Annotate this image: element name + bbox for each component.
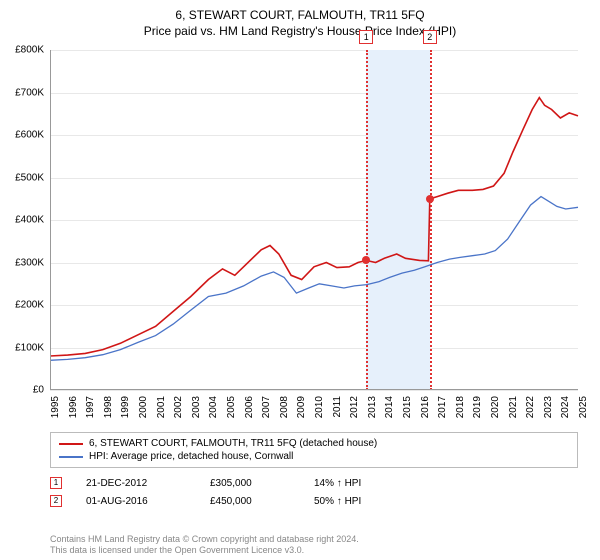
x-axis: 1995 1996 1997 1998 1999 2000 2001 2002 2003 2004… bbox=[50, 392, 578, 432]
x-tick-label: 1996 bbox=[68, 396, 79, 418]
y-tick-label: £100K bbox=[15, 342, 44, 353]
legend: 6, STEWART COURT, FALMOUTH, TR11 5FQ (de… bbox=[50, 432, 578, 468]
x-tick-label: 2014 bbox=[384, 396, 395, 418]
legend-label: 6, STEWART COURT, FALMOUTH, TR11 5FQ (de… bbox=[89, 438, 377, 449]
x-tick-label: 2016 bbox=[420, 396, 431, 418]
x-tick-label: 2025 bbox=[578, 396, 589, 418]
x-tick-label: 1995 bbox=[50, 396, 61, 418]
legend-item: 6, STEWART COURT, FALMOUTH, TR11 5FQ (de… bbox=[59, 437, 569, 450]
property-line bbox=[50, 98, 578, 356]
x-tick-label: 1999 bbox=[120, 396, 131, 418]
x-tick-label: 2005 bbox=[226, 396, 237, 418]
x-tick-label: 2011 bbox=[332, 396, 343, 418]
footnote-line: This data is licensed under the Open Gov… bbox=[50, 545, 578, 556]
y-tick-label: £600K bbox=[15, 130, 44, 141]
x-tick-label: 2001 bbox=[156, 396, 167, 418]
sale-date: 01-AUG-2016 bbox=[86, 496, 186, 507]
x-tick-label: 2022 bbox=[525, 396, 536, 418]
x-tick-label: 2007 bbox=[261, 396, 272, 418]
sale-marker: 1 bbox=[50, 477, 62, 489]
x-tick-label: 2021 bbox=[508, 396, 519, 418]
sale-point-dot bbox=[426, 195, 434, 203]
sale-delta: 50% ↑ HPI bbox=[314, 496, 404, 507]
sale-price: £450,000 bbox=[210, 496, 290, 507]
x-tick-label: 2000 bbox=[138, 396, 149, 418]
x-tick-label: 2012 bbox=[349, 396, 360, 418]
y-tick-label: £300K bbox=[15, 257, 44, 268]
sale-row: 1 21-DEC-2012 £305,000 14% ↑ HPI bbox=[50, 474, 578, 492]
y-tick-label: £400K bbox=[15, 215, 44, 226]
x-tick-label: 2004 bbox=[208, 396, 219, 418]
legend-swatch bbox=[59, 456, 83, 458]
x-tick-label: 2002 bbox=[173, 396, 184, 418]
x-tick-label: 2009 bbox=[296, 396, 307, 418]
sale-marker: 2 bbox=[50, 495, 62, 507]
x-tick-label: 2015 bbox=[402, 396, 413, 418]
sale-point-dot bbox=[362, 256, 370, 264]
footnote: Contains HM Land Registry data © Crown c… bbox=[50, 534, 578, 557]
legend-swatch bbox=[59, 443, 83, 445]
x-tick-label: 2017 bbox=[437, 396, 448, 418]
x-tick-label: 1998 bbox=[103, 396, 114, 418]
y-tick-label: £0 bbox=[33, 385, 44, 396]
sale-marker-label: 1 bbox=[359, 30, 373, 44]
legend-item: HPI: Average price, detached house, Corn… bbox=[59, 450, 569, 463]
hpi-line bbox=[50, 197, 578, 361]
x-tick-label: 2003 bbox=[191, 396, 202, 418]
x-tick-label: 2008 bbox=[279, 396, 290, 418]
gridline bbox=[50, 390, 578, 391]
y-tick-label: £500K bbox=[15, 172, 44, 183]
sale-delta: 14% ↑ HPI bbox=[314, 478, 404, 489]
x-tick-label: 2006 bbox=[244, 396, 255, 418]
chart-title: 6, STEWART COURT, FALMOUTH, TR11 5FQ bbox=[0, 0, 600, 22]
x-tick-label: 2018 bbox=[455, 396, 466, 418]
y-tick-label: £800K bbox=[15, 45, 44, 56]
footnote-line: Contains HM Land Registry data © Crown c… bbox=[50, 534, 578, 545]
sale-date: 21-DEC-2012 bbox=[86, 478, 186, 489]
y-axis: £0£100K£200K£300K£400K£500K£600K£700K£80… bbox=[0, 50, 48, 390]
x-tick-label: 2013 bbox=[367, 396, 378, 418]
sales-table: 1 21-DEC-2012 £305,000 14% ↑ HPI 2 01-AUG-201… bbox=[50, 474, 578, 510]
plot-area: 12 bbox=[50, 50, 578, 390]
sale-marker-label: 2 bbox=[423, 30, 437, 44]
chart-subtitle: Price paid vs. HM Land Registry's House … bbox=[0, 22, 600, 38]
x-tick-label: 1997 bbox=[85, 396, 96, 418]
sale-row: 2 01-AUG-2016 £450,000 50% ↑ HPI bbox=[50, 492, 578, 510]
x-tick-label: 2019 bbox=[472, 396, 483, 418]
legend-label: HPI: Average price, detached house, Corn… bbox=[89, 451, 293, 462]
x-tick-label: 2020 bbox=[490, 396, 501, 418]
sale-price: £305,000 bbox=[210, 478, 290, 489]
x-tick-label: 2010 bbox=[314, 396, 325, 418]
y-tick-label: £200K bbox=[15, 300, 44, 311]
x-tick-label: 2023 bbox=[543, 396, 554, 418]
x-tick-label: 2024 bbox=[560, 396, 571, 418]
y-tick-label: £700K bbox=[15, 87, 44, 98]
